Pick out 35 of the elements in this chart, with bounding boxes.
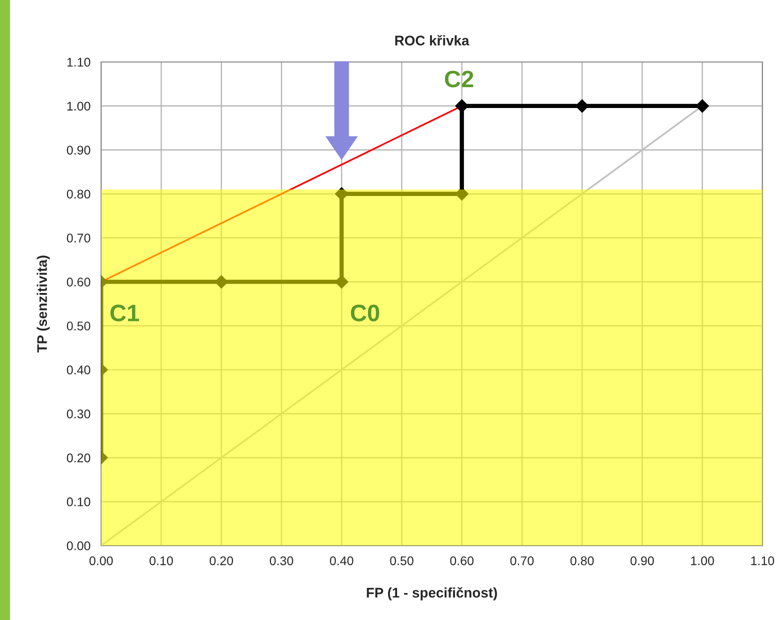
y-tick-label: 1.00 <box>67 102 90 111</box>
annotation: C1 <box>110 304 139 322</box>
point <box>455 99 468 113</box>
x-tick-label: 1.00 <box>691 556 714 566</box>
point <box>455 187 468 200</box>
y-tick-label: 0.20 <box>66 453 90 462</box>
annotation: C0 <box>350 304 380 322</box>
x-tick-label: 0.40 <box>330 556 354 566</box>
y-tick-label: 0.00 <box>66 541 90 550</box>
x-tick-label: 0.20 <box>210 556 234 566</box>
x-tick-label: 0.90 <box>630 556 654 566</box>
x-tick-label: 0.10 <box>150 556 173 566</box>
x-tick-label: 1.10 <box>751 556 774 566</box>
x-tick-label: 0.60 <box>450 556 474 566</box>
x-axis-title: FP (1 - specifičnost) <box>366 587 497 600</box>
point <box>335 275 348 288</box>
point <box>335 187 348 200</box>
y-tick-label: 0.40 <box>66 366 90 374</box>
y-tick-label: 0.80 <box>66 190 90 199</box>
y-tick-label: 0.70 <box>66 234 90 243</box>
x-tick-label: 0.30 <box>270 556 294 566</box>
y-axis-title: TP (senzitivita) <box>36 256 50 353</box>
chart-title: ROC křivka <box>395 34 470 46</box>
x-tick-label: 0.80 <box>570 556 594 566</box>
x-tick-label: 0.70 <box>510 556 534 566</box>
annotation: C2 <box>444 70 474 88</box>
x-tick-label: 0.50 <box>390 556 414 566</box>
y-tick-label: 0.10 <box>66 497 90 506</box>
y-tick-label: 0.50 <box>66 322 90 330</box>
x-tick-label: 0.00 <box>89 556 113 566</box>
y-tick-label: 0.90 <box>66 146 90 155</box>
y-tick-label: 0.60 <box>66 278 90 286</box>
point <box>576 99 589 113</box>
y-tick-label: 1.10 <box>67 58 90 67</box>
y-tick-label: 0.30 <box>66 410 90 418</box>
